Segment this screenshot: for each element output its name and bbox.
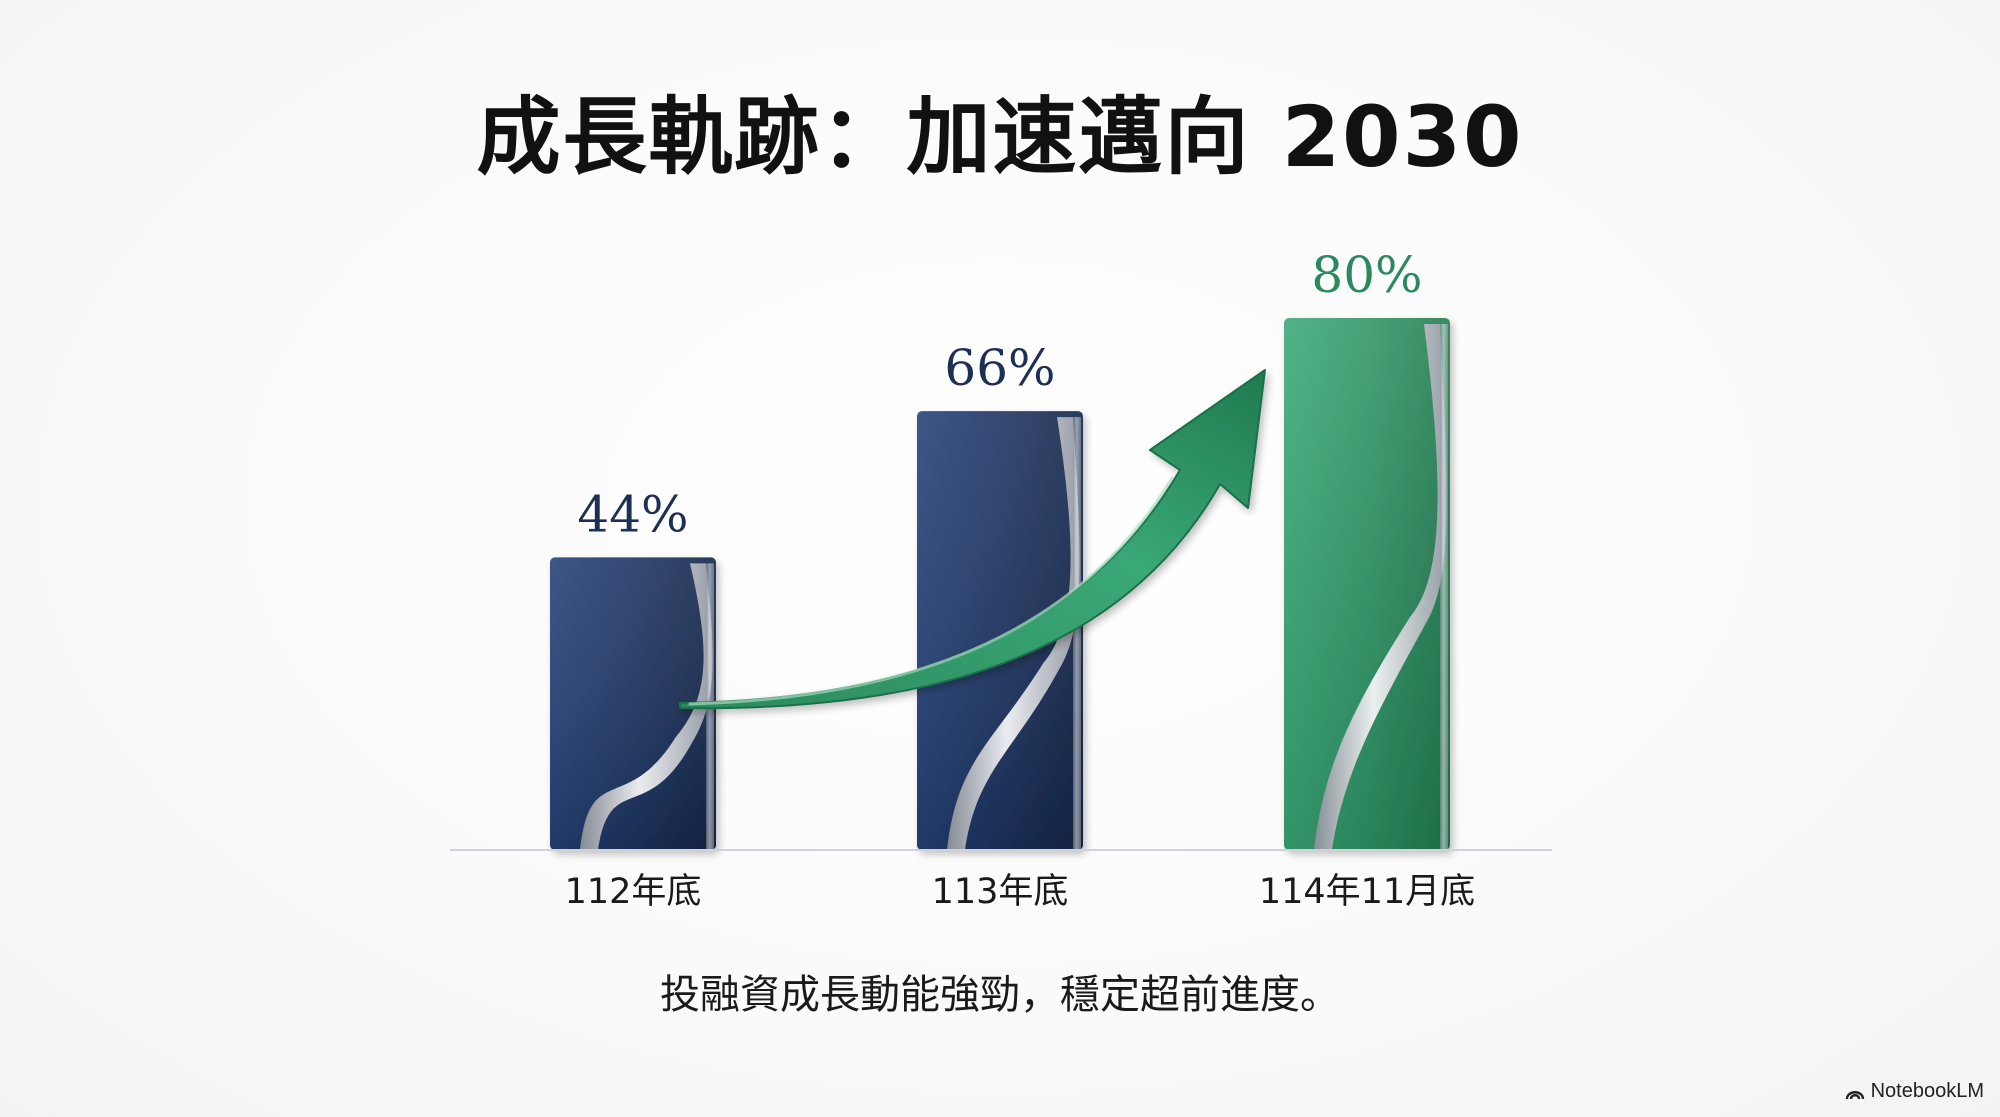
bar-value-label: 80% bbox=[1311, 246, 1422, 304]
labels-layer: 44% 112年底 66% 113年底 80% 114年11月底 bbox=[565, 246, 1476, 912]
bar-value-label: 66% bbox=[944, 339, 1055, 397]
bar-shading bbox=[550, 557, 716, 850]
bar-silver-ribbon bbox=[580, 563, 713, 850]
brand-name: NotebookLM bbox=[1870, 1080, 1984, 1102]
bar bbox=[917, 411, 1083, 850]
page-title: 成長軌跡：加速邁向 2030 bbox=[476, 88, 1524, 186]
bar-silver-ribbon bbox=[947, 417, 1080, 850]
bar-value-label: 44% bbox=[577, 485, 688, 543]
x-axis-category-label: 113年底 bbox=[932, 872, 1069, 912]
x-axis-category-label: 114年11月底 bbox=[1259, 872, 1475, 912]
chart-caption: 投融資成長動能強勁，穩定超前進度。 bbox=[660, 972, 1340, 1018]
growth-arrow bbox=[679, 369, 1266, 710]
bar bbox=[550, 557, 716, 850]
bar-shading bbox=[917, 411, 1083, 850]
brand-watermark: NotebookLM bbox=[1845, 1080, 1984, 1103]
x-axis-category-label: 112年底 bbox=[565, 872, 702, 912]
bar bbox=[1284, 318, 1450, 850]
bar-edge-highlight bbox=[1073, 417, 1081, 850]
bar-silver-ribbon bbox=[1314, 324, 1447, 850]
bar-shading bbox=[1284, 318, 1450, 850]
bar-edge-highlight bbox=[1440, 324, 1448, 850]
bars-layer bbox=[550, 318, 1450, 850]
growth-arrow-highlight bbox=[688, 476, 1174, 706]
notebooklm-logo-icon bbox=[1845, 1090, 1864, 1099]
